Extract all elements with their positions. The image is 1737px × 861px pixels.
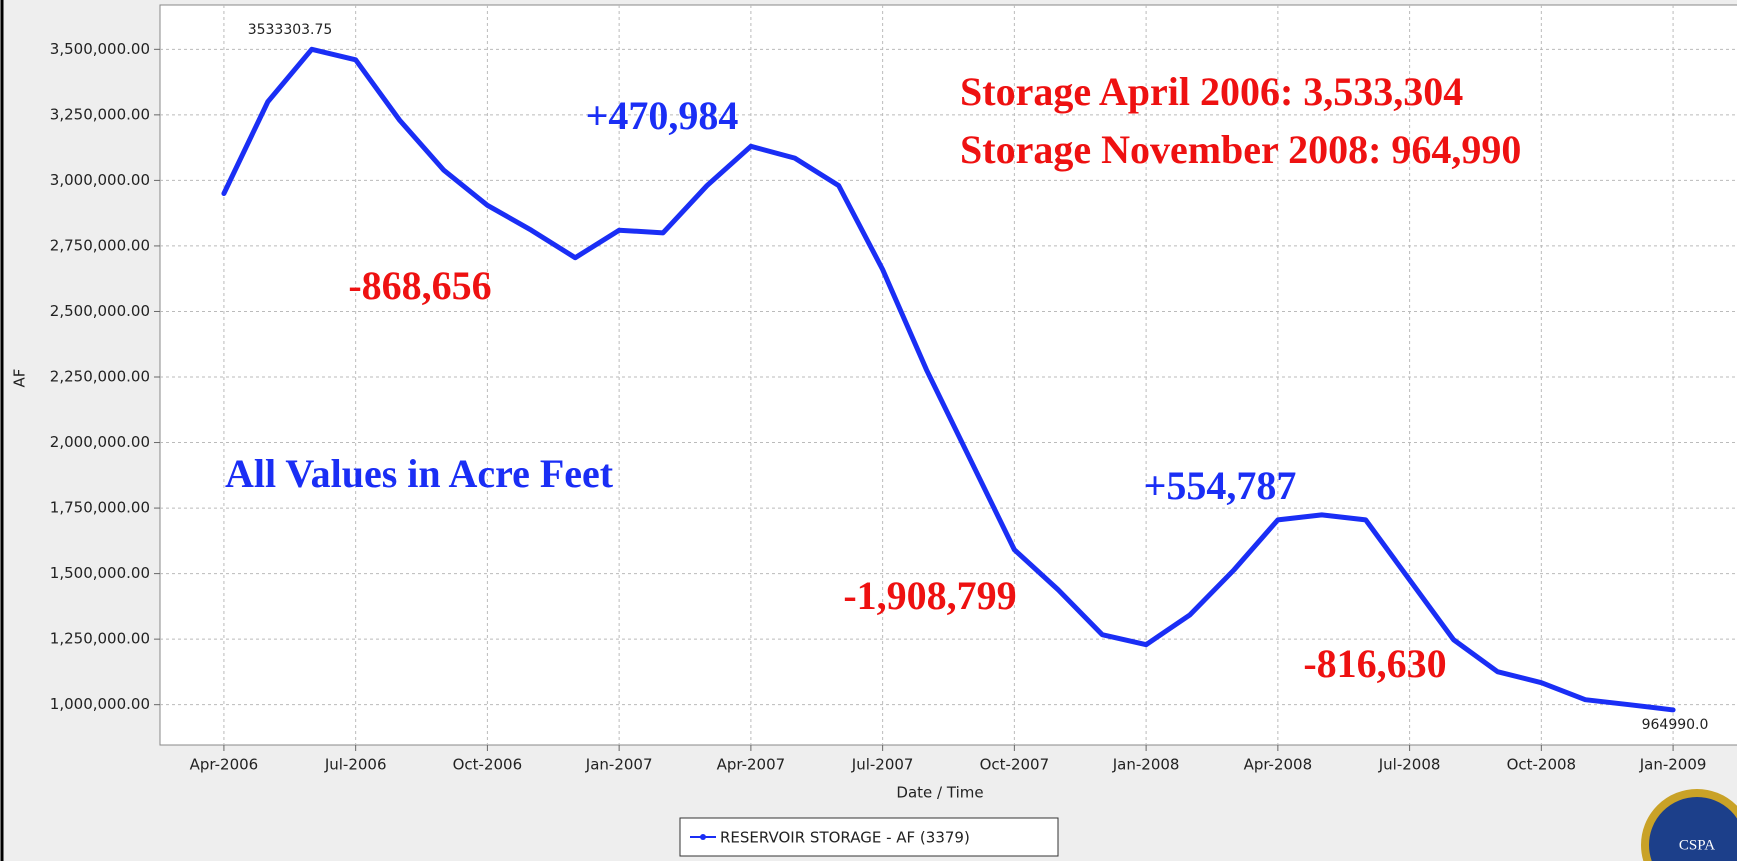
x-tick-label: Jan-2007 <box>585 756 653 774</box>
annotation: -868,656 <box>348 263 491 308</box>
y-tick-label: 2,750,000.00 <box>50 236 150 254</box>
x-tick-label: Oct-2008 <box>1507 756 1577 774</box>
legend-label: RESERVOIR STORAGE - AF (3379) <box>720 829 970 847</box>
logo-text: CSPA <box>1679 837 1715 853</box>
x-tick-label: Apr-2007 <box>717 756 786 774</box>
annotation: Storage April 2006: 3,533,304 <box>960 69 1463 114</box>
annotation: -816,630 <box>1303 641 1446 686</box>
x-tick-label: Jul-2006 <box>324 756 387 774</box>
annotation: 964990.0 <box>1642 717 1709 733</box>
annotation: Storage November 2008: 964,990 <box>960 127 1521 172</box>
x-axis-label: Date / Time <box>896 784 983 802</box>
x-tick-label: Jan-2008 <box>1112 756 1180 774</box>
y-tick-label: 2,000,000.00 <box>50 433 150 451</box>
y-tick-label: 3,250,000.00 <box>50 105 150 123</box>
y-tick-label: 1,750,000.00 <box>50 499 150 517</box>
y-tick-label: 3,500,000.00 <box>50 40 150 58</box>
y-tick-label: 1,250,000.00 <box>50 630 150 648</box>
x-tick-label: Jul-2007 <box>851 756 914 774</box>
y-tick-label: 2,500,000.00 <box>50 302 150 320</box>
annotation: All Values in Acre Feet <box>225 451 614 496</box>
x-tick-label: Jan-2009 <box>1639 756 1707 774</box>
annotation: -1,908,799 <box>843 573 1016 618</box>
x-tick-label: Oct-2007 <box>980 756 1050 774</box>
annotation: 3533303.75 <box>248 22 333 38</box>
plot-area <box>159 4 1737 746</box>
y-axis-label: AF <box>11 369 29 388</box>
annotation: +554,787 <box>1144 463 1297 508</box>
legend-marker <box>700 834 706 840</box>
annotation: +470,984 <box>586 93 739 138</box>
legend-box <box>679 817 1059 857</box>
x-tick-label: Jul-2008 <box>1378 756 1441 774</box>
y-tick-label: 2,250,000.00 <box>50 368 150 386</box>
y-tick-label: 1,000,000.00 <box>50 695 150 713</box>
logo: CSPA <box>1641 789 1737 861</box>
x-tick-label: Oct-2006 <box>453 756 523 774</box>
x-tick-label: Apr-2008 <box>1244 756 1313 774</box>
logo-badge <box>1641 789 1737 861</box>
y-tick-label: 1,500,000.00 <box>50 564 150 582</box>
data-line <box>221 46 1676 713</box>
y-tick-label: 3,000,000.00 <box>50 171 150 189</box>
x-tick-label: Apr-2006 <box>190 756 259 774</box>
